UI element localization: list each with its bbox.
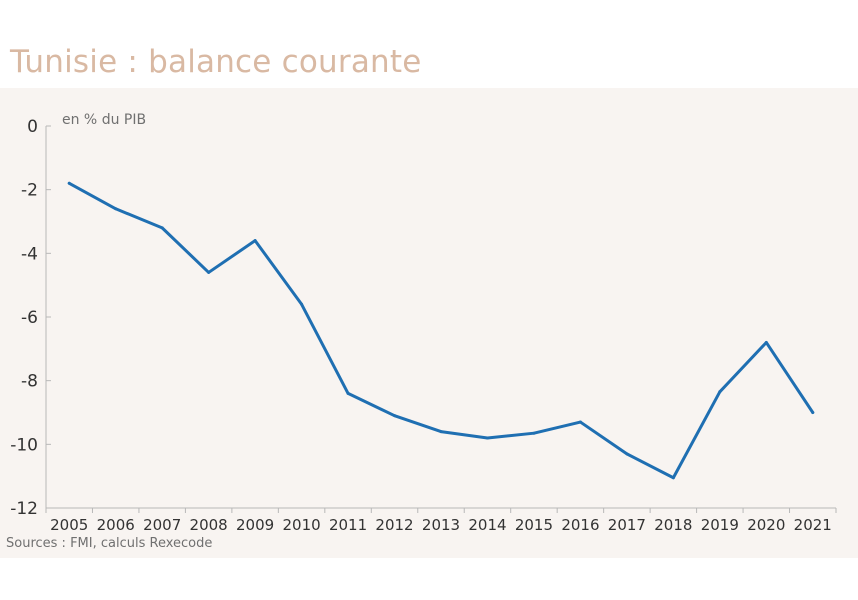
x-tick-label: 2006	[97, 516, 135, 534]
x-tick-label: 2009	[236, 516, 274, 534]
x-tick-label: 2019	[701, 516, 739, 534]
data-point	[532, 431, 536, 435]
y-tick-label: -8	[21, 372, 38, 392]
x-tick-label: 2010	[282, 516, 320, 534]
x-tick-label: 2012	[375, 516, 413, 534]
data-point	[67, 181, 71, 185]
data-point	[300, 302, 304, 306]
y-tick-label: -12	[10, 499, 38, 519]
data-point	[160, 226, 164, 230]
y-tick-label: -2	[21, 181, 38, 201]
data-point	[625, 452, 629, 456]
x-tick-label: 2018	[654, 516, 692, 534]
x-tick-label: 2016	[561, 516, 599, 534]
data-point	[207, 270, 211, 274]
y-tick-label: -6	[21, 308, 38, 328]
data-point	[346, 391, 350, 395]
x-tick-label: 2011	[329, 516, 367, 534]
data-point	[811, 411, 815, 414]
x-tick-label: 2017	[608, 516, 646, 534]
data-point	[764, 340, 768, 344]
y-tick-label: 0	[27, 117, 38, 137]
x-tick-label: 2020	[747, 516, 785, 534]
data-point	[485, 436, 489, 440]
axes	[45, 126, 836, 509]
y-ticks: 0 -2 -4 -6 -8 -10 -12	[10, 117, 51, 519]
y-tick-label: -10	[10, 435, 38, 455]
x-tick-label: 2008	[190, 516, 228, 534]
x-tick-label: 2013	[422, 516, 460, 534]
line-chart: 0 -2 -4 -6 -8 -10 -12 2005 2006 2007 2008 2009 2010…	[10, 112, 837, 534]
data-point	[253, 239, 257, 243]
x-tick-label: 2015	[515, 516, 553, 534]
data-point	[671, 476, 675, 480]
x-ticks: 2005 2006 2007 2008 2009 2010 2011 2012 2013 2014…	[45, 508, 837, 534]
x-tick-label: 2014	[468, 516, 506, 534]
data-point	[718, 390, 722, 394]
series-layer	[67, 181, 815, 480]
chart-title: Tunisie : balance courante	[10, 44, 422, 80]
x-tick-label: 2005	[50, 516, 88, 534]
y-tick-label: -4	[21, 244, 38, 264]
data-point	[439, 430, 443, 434]
x-tick-label: 2007	[143, 516, 181, 534]
x-tick-label: 2021	[794, 516, 832, 534]
data-point	[114, 207, 118, 211]
data-point	[393, 414, 397, 418]
y-axis-label: en % du PIB	[62, 112, 146, 128]
source-note: Sources : FMI, calculs Rexecode	[6, 536, 213, 551]
series-line	[67, 181, 815, 480]
chart-panel: 0 -2 -4 -6 -8 -10 -12 2005 2006 2007 2008 2009 2010…	[0, 88, 858, 558]
data-point	[578, 420, 582, 424]
